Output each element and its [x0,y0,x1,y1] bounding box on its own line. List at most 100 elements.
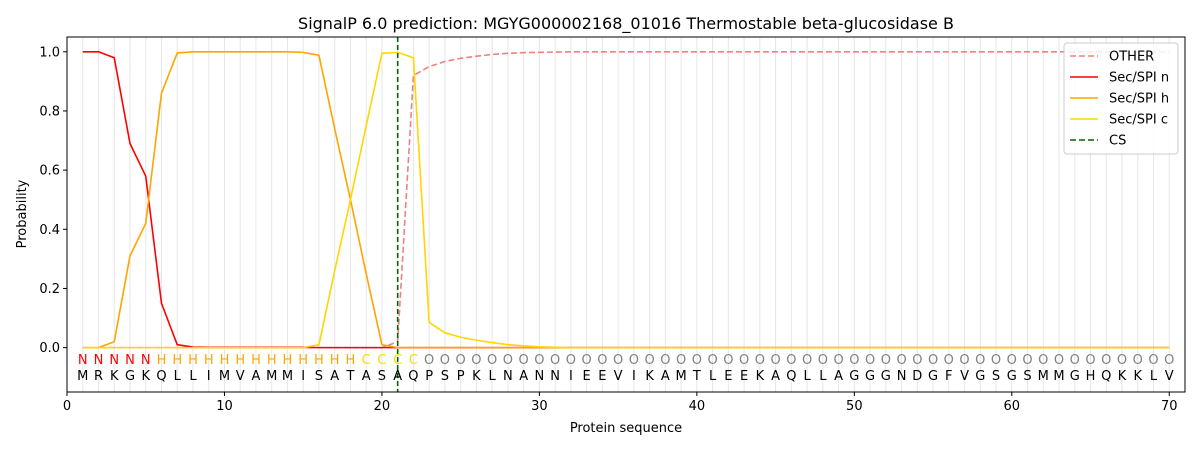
residue-label: G [125,369,135,384]
legend-label: OTHER [1109,50,1154,65]
residue-label: N [897,369,907,384]
region-label: O [1164,353,1174,368]
region-label: O [692,353,702,368]
residue-label: Q [1101,369,1111,384]
region-label: O [440,353,450,368]
region-label: N [78,353,88,368]
residue-label: L [709,369,717,384]
residue-label: I [301,369,305,384]
region-label: O [1148,353,1158,368]
residue-label: S [441,369,449,384]
residue-label: S [992,369,1000,384]
series-line-sec-spi-h [82,50,1170,349]
sequence-layer: NMNRNKNGNKHQHLHLHIHMHVHAHMHMHIHSHAHTCACS… [77,353,1174,384]
residue-label: A [661,369,670,384]
residue-label: F [945,369,952,384]
y-tick-label: 0.6 [39,164,60,179]
residue-label: A [393,369,402,384]
region-label: O [944,353,954,368]
residue-label: G [928,369,938,384]
region-label: O [928,353,938,368]
region-label: O [912,353,922,368]
residue-label: E [583,369,591,384]
region-label: C [409,353,418,368]
residue-label: K [1118,369,1127,384]
region-label: O [1038,353,1048,368]
residue-label: L [819,369,827,384]
region-label: O [534,353,544,368]
region-label: O [755,353,765,368]
residue-label: A [252,369,261,384]
residue-label: Q [408,369,418,384]
x-tick-label: 40 [689,399,706,414]
residue-label: P [457,369,465,384]
residue-label: I [207,369,211,384]
region-label: O [471,353,481,368]
residue-label: K [472,369,481,384]
residue-label: K [141,369,150,384]
region-label: O [1007,353,1017,368]
residue-label: L [174,369,182,384]
residue-label: V [960,369,969,384]
region-label: H [330,353,340,368]
x-tick-label: 30 [531,399,548,414]
residue-label: L [489,369,497,384]
region-label: O [582,353,592,368]
residue-label: K [645,369,654,384]
region-label: N [94,353,104,368]
residue-label: G [881,369,891,384]
y-tick-label: 0.4 [39,223,60,238]
residue-label: K [756,369,765,384]
y-tick-label: 1.0 [39,45,60,60]
region-label: O [660,353,670,368]
residue-label: A [519,369,528,384]
region-label: O [896,353,906,368]
region-label: C [393,353,402,368]
residue-label: V [1165,369,1174,384]
y-ticks: 0.0 0.2 0.4 0.6 0.8 1.0 [39,45,67,356]
region-label: H [157,353,167,368]
residue-label: G [865,369,875,384]
region-label: O [959,353,969,368]
residue-label: M [77,369,88,384]
region-label: O [1022,353,1032,368]
region-label: H [172,353,182,368]
region-label: O [1070,353,1080,368]
region-label: O [975,353,985,368]
y-tick-label: 0.8 [39,104,60,119]
region-label: O [503,353,513,368]
x-tick-label: 0 [63,399,71,414]
residue-label: R [94,369,103,384]
region-label: H [188,353,198,368]
residue-label: Q [786,369,796,384]
residue-label: Q [156,369,166,384]
residue-label: A [362,369,371,384]
region-label: O [786,353,796,368]
grid-layer [82,37,1170,392]
residue-label: P [425,369,433,384]
region-label: O [676,353,686,368]
residue-label: G [975,369,985,384]
x-axis-label: Protein sequence [570,421,682,436]
series-layer [82,37,1170,392]
residue-label: M [266,369,277,384]
residue-label: M [282,369,293,384]
region-label: H [314,353,324,368]
legend-label: CS [1109,134,1126,149]
region-label: O [456,353,466,368]
region-label: H [220,353,230,368]
region-label: O [818,353,828,368]
region-label: C [362,353,371,368]
residue-label: G [1007,369,1017,384]
residue-label: H [1086,369,1096,384]
chart-title: SignalP 6.0 prediction: MGYG000002168_01… [298,14,954,34]
residue-label: N [535,369,545,384]
region-label: O [770,353,780,368]
residue-label: K [110,369,119,384]
region-label: O [991,353,1001,368]
region-label: N [141,353,151,368]
residue-label: E [598,369,606,384]
legend-label: Sec/SPI c [1109,113,1168,128]
region-label: O [1085,353,1095,368]
region-label: H [283,353,293,368]
